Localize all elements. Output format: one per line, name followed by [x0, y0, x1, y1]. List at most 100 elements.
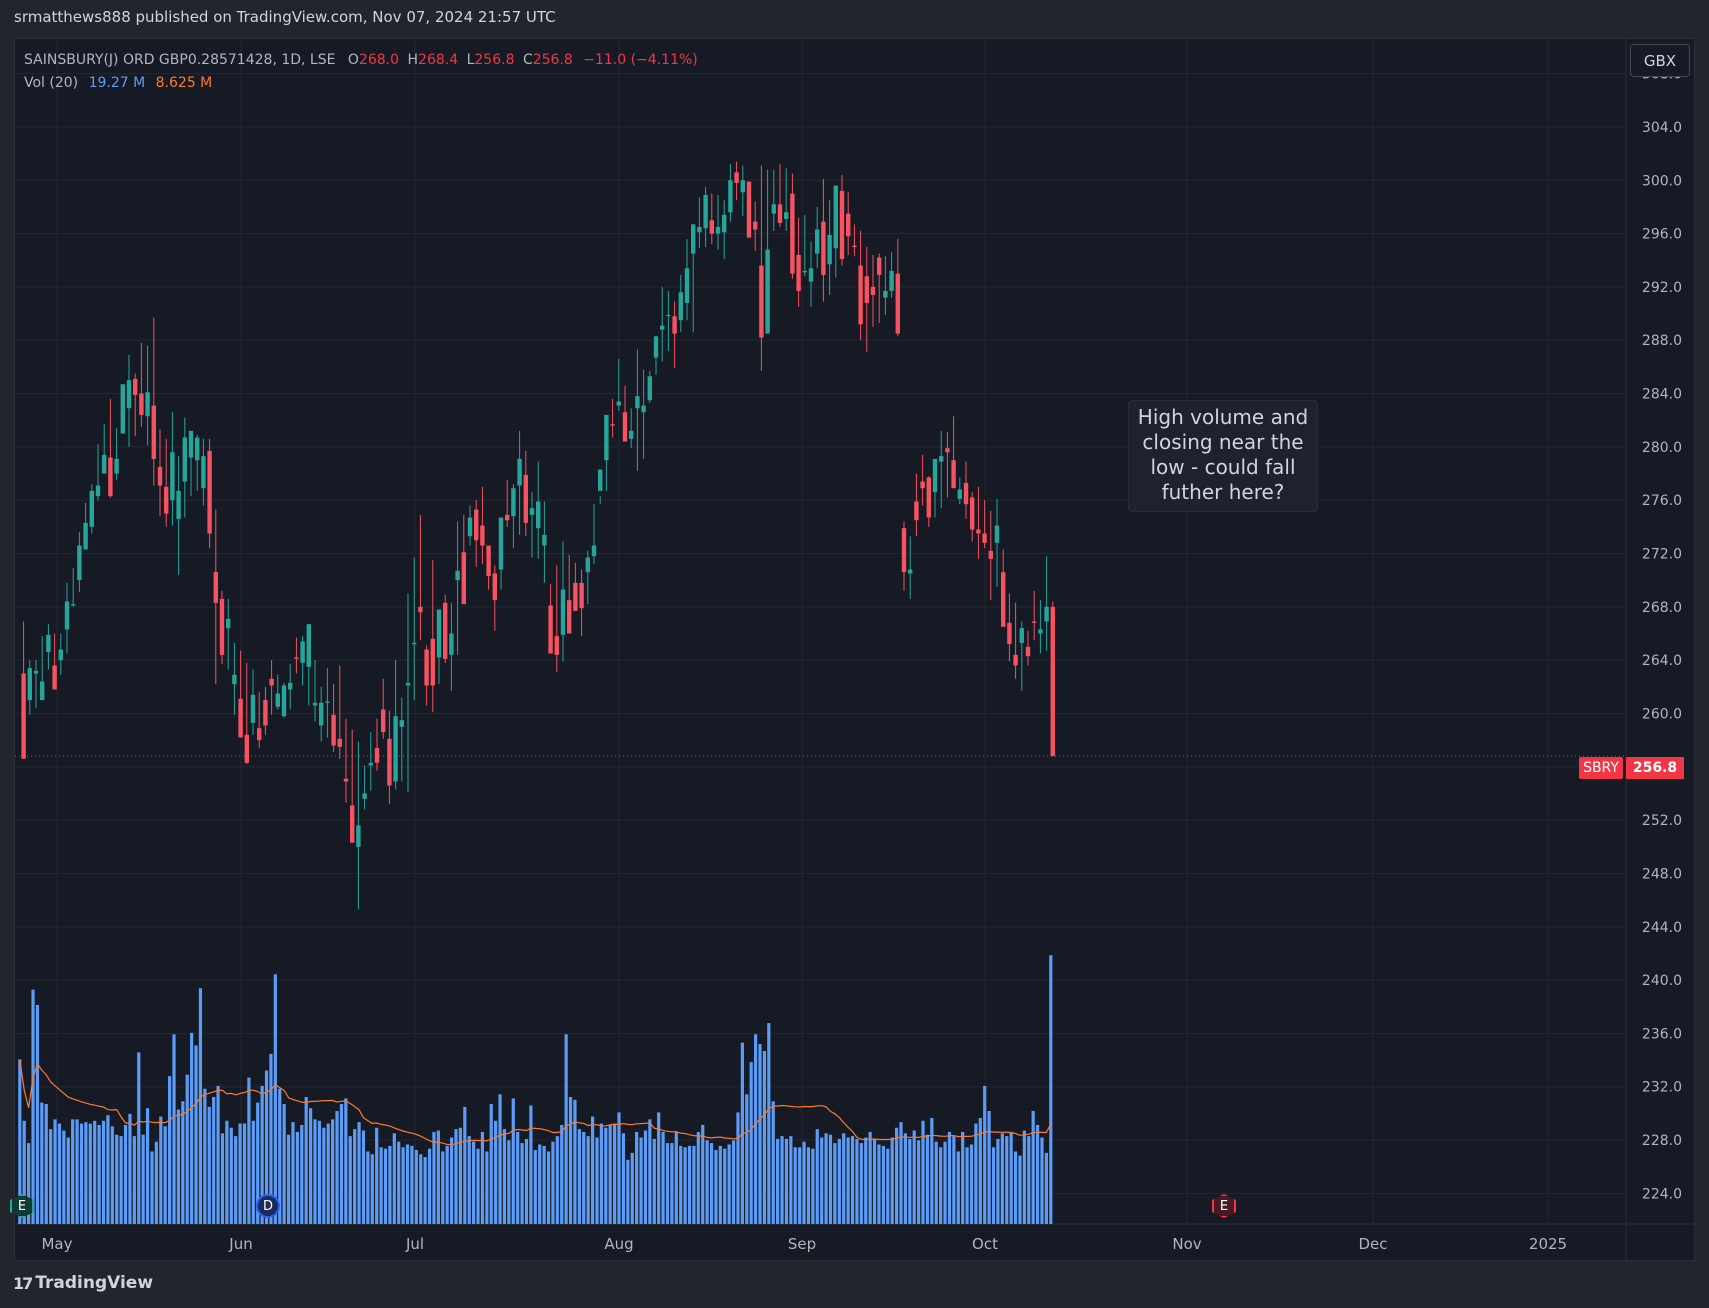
candle-body — [263, 700, 268, 726]
symbol-line[interactable]: SAINSBURY(J) ORD GBP0.28571428, 1D, LSE — [24, 52, 336, 68]
volume-bar — [903, 1133, 908, 1224]
candle-body — [697, 226, 702, 233]
volume-bar — [106, 1115, 110, 1224]
candle-body — [852, 245, 857, 247]
volume-bar — [745, 1094, 749, 1224]
currency-button[interactable]: GBX — [1630, 44, 1690, 77]
volume-bar — [49, 1129, 53, 1224]
candle-body — [1001, 572, 1006, 627]
annotation-callout[interactable]: High volume and closing near the low - c… — [1128, 400, 1318, 512]
volume-bar — [533, 1150, 537, 1224]
candle-body — [877, 257, 882, 275]
volume-bar — [621, 1133, 626, 1224]
last-price-symbol: SBRY — [1579, 757, 1623, 779]
volume-bar — [983, 1085, 987, 1224]
volume-bar — [35, 1004, 40, 1224]
volume-bar — [595, 1137, 599, 1224]
open-label: O — [347, 52, 359, 68]
candle-body — [157, 466, 163, 486]
volume-bar — [494, 1120, 498, 1224]
candle-body — [579, 582, 584, 609]
candle-body — [542, 534, 547, 546]
volume-bar — [273, 974, 277, 1224]
volume-bar — [168, 1076, 172, 1224]
volume-bar — [291, 1122, 295, 1224]
candle-body — [108, 457, 113, 497]
dividend-marker[interactable]: D — [256, 1194, 280, 1218]
volume-bar — [947, 1131, 952, 1224]
candle-body — [164, 486, 169, 514]
price-chart[interactable]: 308.0304.0300.0296.0292.0288.0284.0280.0… — [15, 39, 1696, 1262]
time-tick-label: Nov — [1172, 1235, 1201, 1253]
volume-bar — [31, 989, 35, 1224]
volume-bar — [939, 1147, 943, 1224]
volume-bar — [577, 1129, 581, 1224]
price-tick-label: 276.0 — [1642, 493, 1682, 509]
volume-bar — [908, 1138, 912, 1224]
volume-bar — [1018, 1155, 1022, 1224]
volume-bar — [758, 1044, 762, 1224]
volume-bar — [225, 1120, 229, 1224]
volume-bar — [1044, 1152, 1048, 1224]
volume-bar — [84, 1122, 88, 1224]
volume-bar — [846, 1137, 850, 1224]
volume-bar — [71, 1119, 75, 1224]
volume-bar — [454, 1129, 458, 1224]
volume-bar — [370, 1154, 374, 1224]
volume-bar — [383, 1148, 388, 1224]
candle-body — [641, 405, 646, 413]
tradingview-logo[interactable]: 17 TradingView — [13, 1273, 153, 1293]
candle-body — [635, 396, 640, 409]
candle-body — [554, 636, 559, 655]
candle-body — [833, 185, 838, 249]
volume-bar — [877, 1144, 881, 1224]
volume-bar — [590, 1116, 595, 1224]
candle-body — [970, 497, 975, 530]
candle-body — [170, 452, 175, 501]
price-tick-label: 240.0 — [1642, 973, 1682, 989]
volume-bar — [833, 1143, 837, 1224]
candle-body — [926, 477, 931, 518]
volume-bar — [613, 1123, 617, 1224]
volume-bar — [40, 1102, 44, 1224]
close-value: 256.8 — [532, 52, 573, 68]
volume-label[interactable]: Vol (20) — [24, 75, 79, 91]
earnings-marker[interactable]: E — [10, 1194, 34, 1218]
candle-body — [945, 448, 950, 453]
candle-body — [95, 485, 101, 497]
volume-bar — [828, 1134, 833, 1224]
candle-body — [529, 508, 535, 515]
volume-bar — [617, 1112, 621, 1224]
candle-body — [306, 624, 311, 667]
candle-body — [647, 376, 652, 401]
volume-bar — [899, 1122, 903, 1224]
candle-body — [753, 221, 758, 230]
volume-bar — [784, 1138, 789, 1224]
volume-bar — [507, 1140, 511, 1224]
candle-body — [480, 525, 485, 546]
volume-bar — [564, 1034, 568, 1224]
chart-pane[interactable]: 308.0304.0300.0296.0292.0288.0284.0280.0… — [14, 38, 1696, 1262]
volume-bar — [687, 1145, 692, 1224]
volume-bar — [449, 1137, 454, 1224]
earnings-marker-upcoming[interactable]: E — [1212, 1194, 1236, 1218]
volume-bar — [978, 1117, 982, 1224]
volume-bar — [181, 1101, 185, 1224]
candle-body — [666, 314, 671, 316]
volume-bar — [965, 1147, 969, 1224]
volume-bar — [489, 1104, 493, 1224]
volume-bar — [709, 1143, 714, 1224]
volume-bar — [260, 1085, 264, 1224]
candle-body — [536, 501, 541, 529]
volume-legend-row: Vol (20) 19.27 M 8.625 M — [24, 72, 698, 95]
candle-body — [281, 685, 287, 717]
volume-bar — [441, 1151, 445, 1224]
time-tick-label: Oct — [972, 1235, 998, 1253]
time-tick-label: Sep — [788, 1235, 816, 1253]
volume-bar — [643, 1130, 648, 1224]
candle-body — [114, 458, 119, 474]
candle-body — [914, 501, 919, 521]
volume-bar — [335, 1111, 339, 1224]
volume-bar — [868, 1131, 872, 1224]
time-tick-label: Jul — [405, 1235, 424, 1253]
